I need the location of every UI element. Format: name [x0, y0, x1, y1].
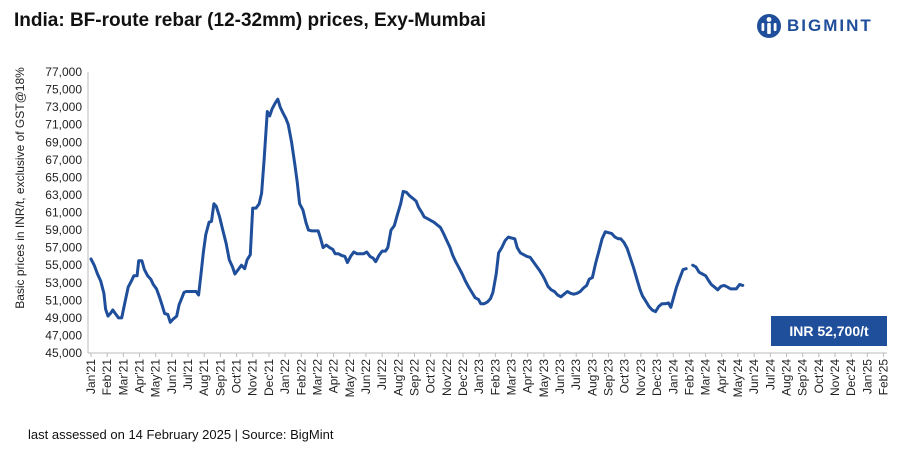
x-tick-label: Feb'23 [488, 359, 502, 396]
x-tick-label: Mar'24 [699, 359, 713, 396]
x-tick-label: May'24 [731, 359, 745, 398]
x-tick-label: May'23 [537, 359, 551, 398]
y-tick-label: 53,000 [45, 276, 82, 290]
price-series-line [691, 263, 745, 292]
y-tick-label: 65,000 [45, 170, 82, 184]
x-tick-label: Mar'22 [310, 359, 324, 396]
latest-price-box [771, 316, 887, 346]
x-tick-label: Apr'22 [327, 359, 341, 394]
y-tick-label: 75,000 [45, 83, 82, 97]
latest-price-label: INR 52,700/t [789, 323, 869, 339]
y-tick-label: 73,000 [45, 100, 82, 114]
x-tick-label: Feb'25 [877, 359, 891, 396]
x-tick-label: Jul'21 [181, 359, 195, 390]
y-axis-label: Basic prices in INR/t, exclusive of GST@… [13, 67, 27, 309]
x-tick-label: Aug'24 [779, 359, 793, 396]
y-tick-label: 51,000 [45, 293, 82, 307]
bigmint-logo: BIGMINT [756, 12, 873, 40]
x-tick-label: Dec'21 [262, 359, 276, 396]
x-tick-label: Jun'22 [359, 359, 373, 394]
x-tick-label: Feb'24 [682, 359, 696, 396]
x-tick-label: Jun'23 [553, 359, 567, 394]
x-tick-label: Nov'22 [440, 359, 454, 396]
x-tick-label: Jan'23 [472, 359, 486, 394]
x-tick-label: Mar'21 [116, 359, 130, 396]
x-tick-label: Apr'21 [133, 359, 147, 394]
x-tick-label: Oct'22 [424, 359, 438, 394]
x-tick-label: Apr'23 [521, 359, 535, 394]
x-tick-label: Jan'25 [860, 359, 874, 394]
x-tick-label: Nov'21 [246, 359, 260, 396]
x-tick-label: Jan'22 [278, 359, 292, 394]
page-title: India: BF-route rebar (12-32mm) prices, … [14, 10, 486, 31]
x-tick-label: Jul'22 [375, 359, 389, 390]
x-tick-label: Oct'24 [812, 359, 826, 394]
x-tick-label: Jan'21 [84, 359, 98, 394]
x-tick-label: Apr'24 [715, 359, 729, 394]
x-tick-label: Feb'22 [294, 359, 308, 396]
x-tick-label: Jun'21 [165, 359, 179, 394]
x-tick-label: Sep'24 [796, 359, 810, 396]
x-tick-label: Oct'23 [618, 359, 632, 394]
x-tick-label: Sep'23 [602, 359, 616, 396]
x-tick-label: Jan'24 [666, 359, 680, 394]
x-tick-label: Nov'24 [828, 359, 842, 396]
x-tick-label: Nov'23 [634, 359, 648, 396]
y-tick-label: 57,000 [45, 241, 82, 255]
source-note: last assessed on 14 February 2025 | Sour… [28, 427, 334, 442]
y-tick-label: 77,000 [45, 65, 82, 79]
x-tick-label: Dec'24 [844, 359, 858, 396]
x-tick-label: Mar'23 [505, 359, 519, 396]
y-tick-label: 55,000 [45, 258, 82, 272]
y-tick-label: 63,000 [45, 188, 82, 202]
brand-name: BIGMINT [787, 16, 873, 35]
x-tick-label: Dec'22 [456, 359, 470, 396]
x-tick-label: Aug'21 [197, 359, 211, 396]
x-tick-label: May'21 [149, 359, 163, 398]
x-tick-label: Jul'24 [763, 359, 777, 390]
y-tick-label: 61,000 [45, 206, 82, 220]
y-tick-label: 49,000 [45, 311, 82, 325]
y-tick-label: 59,000 [45, 223, 82, 237]
x-tick-label: Jun'24 [747, 359, 761, 394]
x-tick-label: Sep'22 [407, 359, 421, 396]
bigmint-mark-icon [757, 14, 781, 38]
x-tick-label: Aug'23 [585, 359, 599, 396]
x-tick-label: Sep'21 [213, 359, 227, 396]
latest-price-callout: INR 52,700/t [771, 316, 887, 346]
x-tick-label: Aug'22 [391, 359, 405, 396]
y-tick-label: 69,000 [45, 135, 82, 149]
y-tick-label: 67,000 [45, 153, 82, 167]
y-tick-label: 45,000 [45, 346, 82, 360]
x-tick-label: Jul'23 [569, 359, 583, 390]
x-tick-label: Feb'21 [100, 359, 114, 396]
x-tick-label: Oct'21 [230, 359, 244, 394]
y-tick-label: 47,000 [45, 328, 82, 342]
x-tick-label: Dec'23 [650, 359, 664, 396]
y-tick-label: 71,000 [45, 118, 82, 132]
x-tick-label: May'22 [343, 359, 357, 398]
price-series-line [89, 97, 688, 324]
